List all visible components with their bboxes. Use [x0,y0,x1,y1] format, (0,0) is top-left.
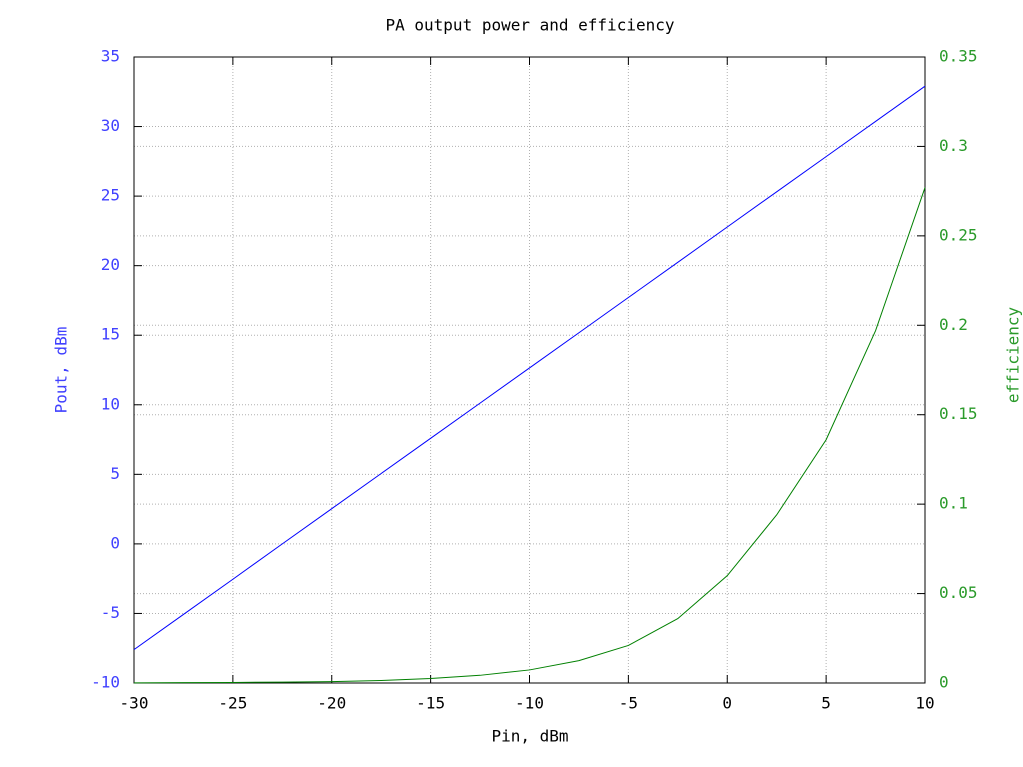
y-tick-label: 25 [101,186,120,205]
x-tick-label: -5 [619,694,638,713]
x-tick-label: 0 [722,694,732,713]
y-tick-label: 10 [101,394,120,413]
plot-frame [133,56,926,684]
y-tick-label: 30 [101,116,120,135]
x-tick-label: -15 [416,694,445,713]
y2-tick-label: 0.3 [939,136,968,155]
x-tick-label: 10 [915,694,934,713]
y-tick-label: 35 [101,47,120,66]
series-line [133,85,926,651]
y-tick-label: 0 [110,533,120,552]
x-tick-label: -10 [515,694,544,713]
y-tick-label: 20 [101,255,120,274]
x-tick-label: -30 [120,694,149,713]
y-tick-label: 15 [101,325,120,344]
y2-tick-label: 0.35 [939,47,978,66]
x-tick-label: -20 [317,694,346,713]
y2-tick-label: 0.15 [939,404,978,423]
x-axis-label: Pin, dBm [491,727,568,746]
y-axis-label: Pout, dBm [52,327,71,414]
y2-tick-label: 0.25 [939,225,978,244]
y2-tick-label: 0.2 [939,315,968,334]
x-tick-label: -25 [218,694,247,713]
y2-tick-label: 0.05 [939,583,978,602]
y-tick-label: -10 [91,673,120,692]
y2-tick-label: 0.1 [939,494,968,513]
y-tick-label: -5 [101,603,120,622]
y2-tick-label: 0 [939,673,949,692]
x-tick-label: 5 [821,694,831,713]
series-line [133,187,926,684]
y2-axis-label: efficiency [1004,306,1023,403]
chart-title: PA output power and efficiency [386,16,675,35]
y-tick-label: 5 [110,464,120,483]
